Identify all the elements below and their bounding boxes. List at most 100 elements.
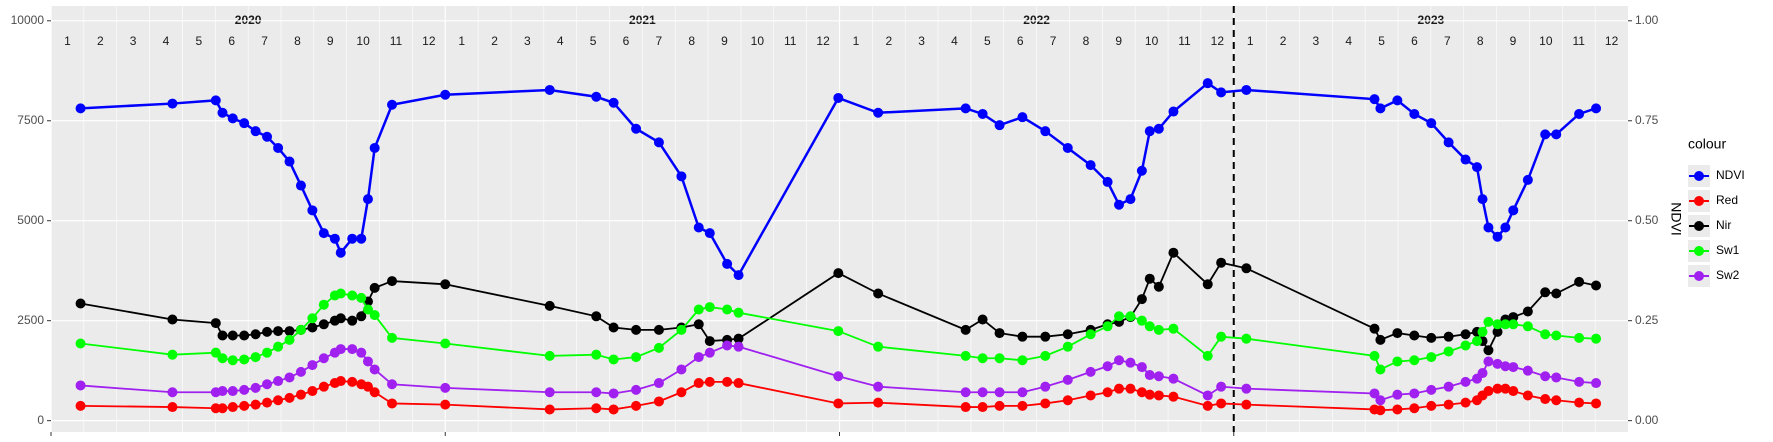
data-point — [591, 349, 602, 360]
data-point — [608, 322, 619, 333]
data-point — [335, 288, 346, 299]
data-point — [1144, 370, 1155, 381]
data-point — [1102, 321, 1113, 332]
data-point — [362, 356, 373, 367]
data-point — [733, 378, 744, 389]
data-point — [1551, 129, 1562, 140]
data-point — [1114, 383, 1125, 394]
data-point — [1500, 361, 1511, 372]
data-point — [676, 324, 687, 335]
data-point — [1062, 395, 1073, 406]
data-point — [1040, 126, 1051, 137]
data-point — [369, 364, 380, 375]
data-point — [210, 347, 221, 358]
data-point — [608, 404, 619, 415]
month-label: 7 — [261, 34, 268, 48]
data-point — [1443, 381, 1454, 392]
data-point — [1522, 390, 1533, 401]
data-point — [362, 194, 373, 205]
data-point — [250, 329, 261, 340]
data-point — [387, 379, 398, 390]
data-point — [1241, 383, 1252, 394]
data-point — [1591, 398, 1602, 409]
data-point — [1216, 331, 1227, 342]
month-label: 7 — [1050, 34, 1057, 48]
data-point — [440, 279, 451, 290]
data-point — [1153, 281, 1164, 292]
data-point — [1460, 340, 1471, 351]
data-point — [676, 387, 687, 398]
data-point — [318, 228, 329, 239]
data-point — [262, 131, 273, 142]
legend-label: NDVI — [1716, 168, 1745, 182]
data-point — [440, 338, 451, 349]
data-point — [1216, 87, 1227, 98]
data-point — [1522, 365, 1533, 376]
data-point — [1017, 387, 1028, 398]
month-label: 4 — [951, 34, 958, 48]
data-point — [1500, 319, 1511, 330]
data-point — [440, 399, 451, 410]
month-label: 1 — [1247, 34, 1254, 48]
data-point — [1241, 263, 1252, 274]
data-point — [217, 353, 228, 364]
data-point — [362, 304, 373, 315]
data-point — [1483, 222, 1494, 233]
data-point — [1409, 355, 1420, 366]
y-tick-label: 10000 — [11, 13, 45, 27]
data-point — [1153, 324, 1164, 335]
data-point — [1153, 123, 1164, 134]
data-point — [1392, 404, 1403, 415]
data-point — [239, 384, 250, 395]
data-point — [307, 322, 318, 333]
data-point — [1551, 330, 1562, 341]
data-point — [1102, 387, 1113, 398]
data-point — [1017, 355, 1028, 366]
data-point — [239, 400, 250, 411]
data-point — [1483, 356, 1494, 367]
data-point — [994, 400, 1005, 411]
data-point — [1136, 165, 1147, 176]
data-point — [1492, 319, 1503, 330]
data-point — [318, 299, 329, 310]
y2-tick-label: 0.50 — [1635, 213, 1659, 227]
data-point — [544, 404, 555, 415]
data-point — [631, 123, 642, 134]
y2-tick-label: 0.00 — [1635, 413, 1659, 427]
month-label: 9 — [327, 34, 334, 48]
data-point — [1591, 280, 1602, 291]
data-point — [335, 247, 346, 258]
data-point — [1040, 398, 1051, 409]
data-point — [1168, 323, 1179, 334]
month-label: 1 — [64, 34, 71, 48]
data-point — [653, 137, 664, 148]
data-point — [1551, 372, 1562, 383]
month-label: 10 — [1539, 34, 1553, 48]
data-point — [833, 92, 844, 103]
data-point — [591, 387, 602, 398]
data-point — [387, 276, 398, 287]
legend-key — [1694, 171, 1704, 181]
data-point — [295, 324, 306, 335]
legend-label: Red — [1716, 193, 1738, 207]
data-point — [239, 118, 250, 129]
data-point — [733, 341, 744, 352]
data-point — [387, 332, 398, 343]
month-label: 11 — [784, 34, 797, 48]
data-point — [1508, 362, 1519, 373]
data-point — [369, 282, 380, 293]
data-point — [1591, 333, 1602, 344]
data-point — [75, 298, 86, 309]
data-point — [722, 258, 733, 269]
data-point — [1483, 316, 1494, 327]
month-label: 10 — [1145, 34, 1159, 48]
data-point — [262, 379, 273, 390]
data-point — [335, 376, 346, 387]
data-point — [1483, 345, 1494, 356]
data-point — [227, 330, 238, 341]
data-point — [210, 318, 221, 329]
data-point — [676, 364, 687, 375]
data-point — [653, 396, 664, 407]
data-point — [307, 205, 318, 216]
data-point — [227, 386, 238, 397]
